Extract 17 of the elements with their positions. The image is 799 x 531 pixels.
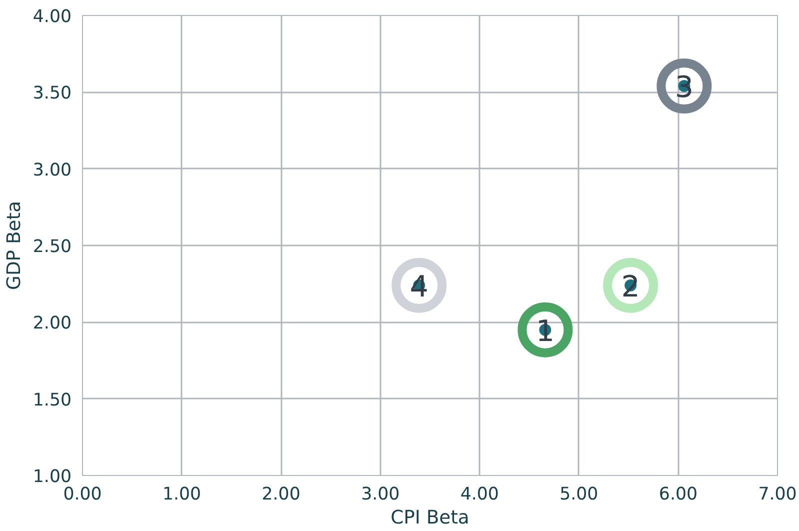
y-axis-title: GDP Beta (4, 200, 25, 290)
x-tick-label: 0.00 (63, 484, 102, 504)
x-tick-label: 1.00 (162, 484, 202, 504)
y-tick-label: 2.00 (32, 314, 72, 334)
y-tick-label: 4.00 (32, 7, 72, 27)
x-tick-label: 6.00 (658, 484, 698, 504)
x-tick-label: 7.00 (758, 484, 797, 504)
y-tick-label: 1.00 (32, 467, 72, 487)
y-tick-label: 2.50 (32, 237, 72, 257)
x-tick-label: 5.00 (560, 484, 598, 504)
x-tick-label: 4.00 (460, 484, 499, 504)
x-tick-label: 2.00 (262, 484, 300, 504)
x-axis-title: CPI Beta (390, 508, 470, 528)
y-tick-label: 3.00 (32, 160, 72, 180)
y-tick-label: 3.50 (32, 84, 72, 104)
y-tick-label: 1.50 (32, 390, 72, 410)
x-tick-label: 3.00 (361, 484, 400, 504)
